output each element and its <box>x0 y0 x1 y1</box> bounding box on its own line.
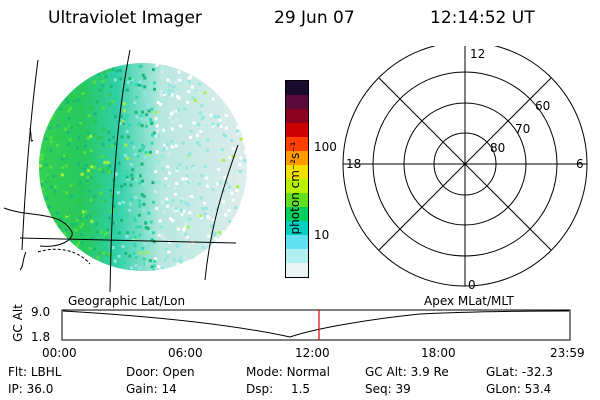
status-ip: IP: 36.0 <box>8 382 54 396</box>
colorbar-band <box>286 109 308 123</box>
mlt-label-6: 6 <box>576 157 584 171</box>
uv-emission-disc <box>39 63 247 271</box>
colorbar-band <box>286 193 308 207</box>
timeline-ytick-9: 9.0 <box>31 305 51 319</box>
glon-value: 53.4 <box>524 382 552 396</box>
status-gc-alt: GC Alt: 3.9 Re <box>365 365 449 379</box>
status-gain: Gain: 14 <box>126 382 177 396</box>
instrument-title: Ultraviolet Imager <box>48 8 202 28</box>
timeline-xtick-0000: 00:00 <box>42 346 77 360</box>
timeline-xtick-2359: 23:59 <box>550 346 585 360</box>
mode-value: Normal <box>286 365 330 379</box>
gain-value: 14 <box>161 382 177 396</box>
colorbar-band <box>286 95 308 109</box>
colorbar-band <box>286 263 308 277</box>
terminator-line <box>37 248 91 265</box>
colorbar-band <box>286 151 308 165</box>
lat-label-60: 60 <box>535 99 550 113</box>
timeline-y-axis-label: GC Alt <box>11 304 25 342</box>
ip-value: 36.0 <box>26 382 54 396</box>
dsp-value: 1.5 <box>290 382 311 396</box>
colorbar-band <box>286 179 308 193</box>
colorbar <box>285 80 309 278</box>
timeline-right-label: Apex MLat/MLT <box>424 294 514 308</box>
flt-value: LBHL <box>30 365 62 379</box>
observation-date: 29 Jun 07 <box>274 8 355 28</box>
gc-alt-value: 3.9 Re <box>410 365 449 379</box>
colorbar-unit-label: photon cm⁻²s⁻¹ <box>288 141 302 235</box>
status-door: Door: Open <box>126 365 195 379</box>
mlt-label-18: 18 <box>346 157 361 171</box>
seq-value: 39 <box>395 382 411 396</box>
status-glat: GLat: -32.3 <box>486 365 553 379</box>
colorbar-band <box>286 207 308 221</box>
colorbar-gradient <box>286 81 308 277</box>
observation-time: 12:14:52 UT <box>430 8 535 28</box>
altitude-curve <box>62 310 570 338</box>
status-dsp: Dsp: 1.5 <box>246 382 311 396</box>
auroral-image <box>3 49 247 292</box>
timeline-left-label: Geographic Lat/Lon <box>68 294 186 308</box>
colorbar-band <box>286 249 308 263</box>
timeline-xtick-1200: 12:00 <box>295 346 330 360</box>
status-mode: Mode: Normal <box>246 365 330 379</box>
status-glon: GLon: 53.4 <box>486 382 552 396</box>
colorbar-band <box>286 165 308 179</box>
door-value: Open <box>162 365 195 379</box>
timeline-ytick-1-8: 1.8 <box>31 330 51 344</box>
mlt-label-0: 0 <box>468 278 476 292</box>
colorbar-band <box>286 81 308 95</box>
colorbar-tick-10: 10 <box>314 228 330 242</box>
geographic-grid <box>3 49 239 292</box>
status-flt: Flt: LBHL <box>8 365 62 379</box>
mlt-label-12: 12 <box>470 47 485 61</box>
timeline-xtick-1800: 18:00 <box>421 346 456 360</box>
colorbar-band <box>286 235 308 249</box>
lat-label-80: 80 <box>490 141 505 155</box>
colorbar-band <box>286 137 308 151</box>
lat-label-70: 70 <box>515 122 530 136</box>
colorbar-tick-100: 100 <box>314 140 337 154</box>
polar-diagonal-b <box>378 77 552 251</box>
status-seq: Seq: 39 <box>365 382 411 396</box>
colorbar-band <box>286 221 308 235</box>
colorbar-band <box>286 123 308 137</box>
altitude-timeline <box>61 309 571 341</box>
glat-value: -32.3 <box>521 365 553 379</box>
polar-mlt-plot: 12 18 6 0 60 70 80 <box>342 46 588 292</box>
timeline-xtick-0600: 06:00 <box>168 346 203 360</box>
timeline-frame <box>61 309 571 341</box>
